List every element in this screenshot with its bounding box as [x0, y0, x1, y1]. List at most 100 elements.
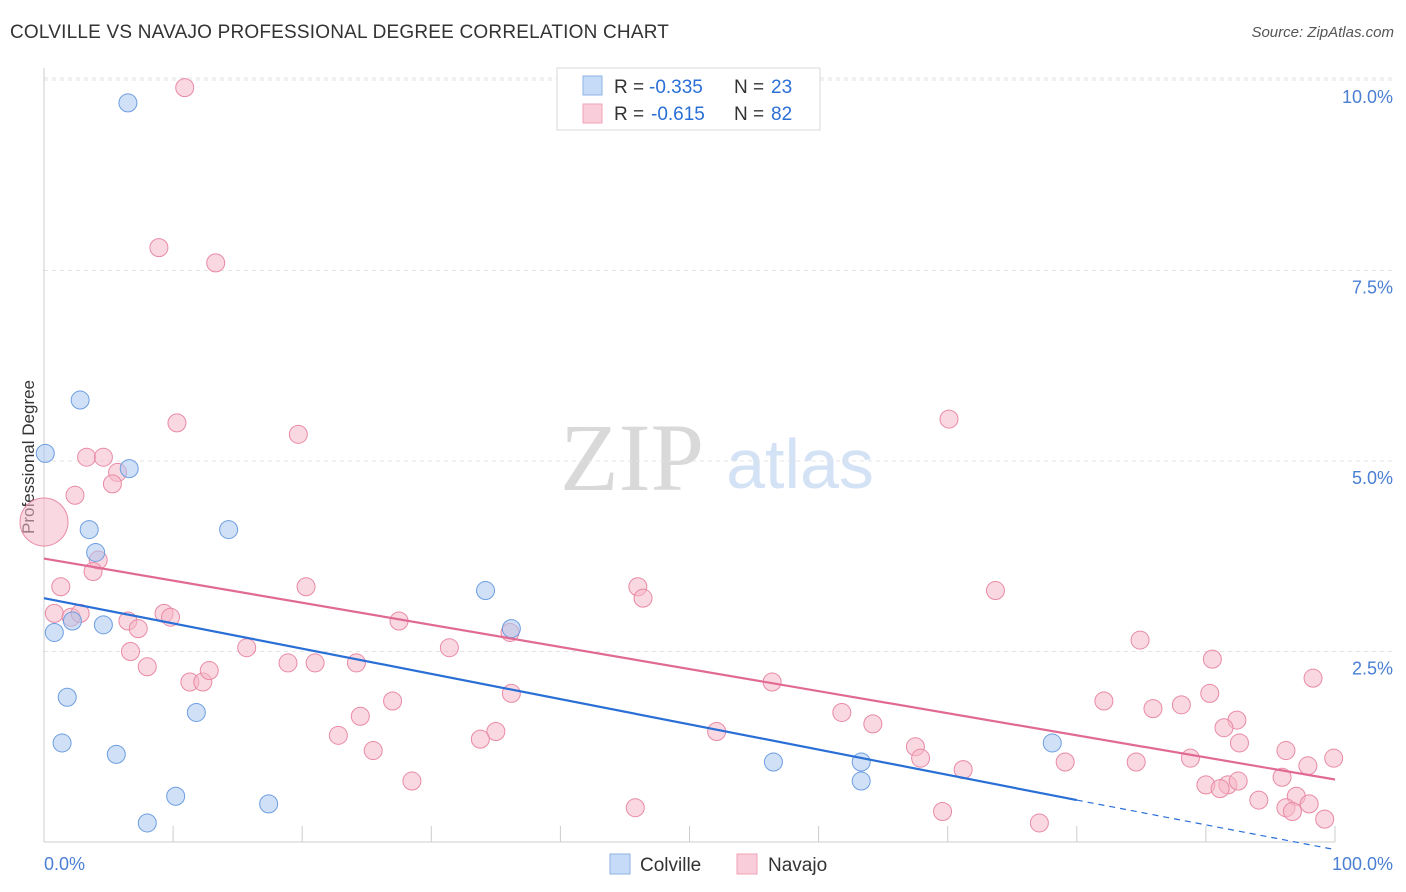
navajo-point	[199, 661, 219, 681]
source-label: Source: ZipAtlas.com	[1251, 24, 1394, 41]
navajo-point	[120, 642, 140, 661]
colville-trend-line	[43, 597, 1078, 802]
x-tick-label-max: 100.0%	[1332, 854, 1393, 874]
navajo-point	[1171, 695, 1191, 715]
navajo-point	[939, 409, 959, 429]
navajo-point	[933, 802, 953, 822]
navajo-point	[1276, 741, 1296, 761]
navajo-point	[1143, 699, 1163, 719]
gridlines	[44, 77, 1392, 652]
stats-legend: R = -0.335 N = 23 R = -0.615 N = 82	[556, 67, 821, 131]
legend-label-colville[interactable]: Colville	[640, 855, 701, 876]
stats-n-value-navajo: 82	[771, 104, 792, 125]
navajo-point	[863, 714, 883, 734]
stats-n-label-colville: N =	[734, 77, 764, 98]
y-tick-label: 2.5%	[1352, 659, 1393, 679]
navajo-point	[1249, 790, 1269, 810]
navajo-point	[832, 702, 852, 722]
legend-swatch-navajo[interactable]	[736, 853, 758, 875]
navajo-point	[102, 474, 122, 494]
y-tick-label: 7.5%	[1352, 278, 1393, 298]
navajo-point	[278, 653, 298, 673]
navajo-point	[350, 706, 370, 726]
series-legend: Colville Navajo	[609, 853, 827, 876]
navajo-point	[93, 447, 113, 467]
navajo-point	[383, 691, 403, 711]
navajo-points	[19, 78, 1344, 833]
navajo-point	[985, 581, 1005, 601]
stats-r-label-navajo: R =	[614, 104, 644, 125]
colville-point	[62, 611, 82, 631]
y-tick-label: 10.0%	[1342, 87, 1393, 107]
navajo-point	[470, 729, 490, 749]
navajo-point	[149, 238, 169, 258]
navajo-point	[288, 424, 308, 444]
colville-point	[86, 542, 106, 562]
colville-point	[219, 520, 239, 540]
navajo-point	[206, 253, 226, 273]
colville-point	[57, 687, 77, 707]
navajo-point	[1055, 752, 1075, 772]
navajo-point	[346, 653, 366, 673]
stats-n-label-navajo: N =	[734, 104, 764, 125]
stats-r-value-colville: -0.335	[649, 77, 703, 98]
navajo-point	[44, 603, 64, 623]
colville-point	[851, 771, 871, 791]
colville-points	[35, 93, 1062, 833]
navajo-point	[633, 588, 653, 608]
navajo-point	[175, 78, 195, 98]
colville-point	[70, 390, 90, 410]
stats-r-label-colville: R =	[614, 77, 644, 98]
chart-title: COLVILLE VS NAVAJO PROFESSIONAL DEGREE C…	[10, 22, 670, 43]
navajo-point	[439, 638, 459, 658]
navajo-point	[328, 725, 348, 745]
stats-n-value-colville: 23	[771, 77, 792, 98]
navajo-point	[305, 653, 325, 673]
navajo-point	[1126, 752, 1146, 772]
colville-point	[763, 752, 783, 772]
watermark-atlas: atlas	[726, 425, 874, 503]
legend-label-navajo[interactable]: Navajo	[768, 855, 827, 876]
colville-point	[137, 813, 157, 833]
colville-point	[501, 619, 521, 639]
stats-swatch-colville	[582, 75, 603, 96]
colville-point	[106, 744, 126, 764]
colville-point	[118, 93, 138, 113]
navajo-point	[486, 722, 506, 742]
navajo-point	[1282, 802, 1302, 822]
colville-point	[1042, 733, 1062, 753]
navajo-point	[167, 413, 187, 433]
navajo-point	[1202, 649, 1222, 669]
navajo-point	[1303, 668, 1323, 688]
legend-swatch-colville[interactable]	[609, 853, 631, 875]
navajo-point	[1229, 733, 1249, 753]
navajo-point	[1210, 779, 1230, 799]
x-tick-label-min: 0.0%	[44, 854, 85, 874]
colville-point	[166, 786, 186, 806]
navajo-point	[237, 638, 257, 658]
navajo-point	[501, 683, 521, 703]
colville-point	[119, 459, 139, 479]
colville-point	[44, 622, 64, 642]
navajo-point	[402, 771, 422, 791]
navajo-point	[19, 497, 69, 547]
navajo-point	[296, 577, 316, 597]
navajo-trend-line	[43, 557, 1336, 781]
stats-swatch-navajo	[582, 103, 603, 124]
colville-point	[79, 520, 99, 540]
navajo-point	[1180, 748, 1200, 768]
navajo-point	[1200, 683, 1220, 703]
stats-r-value-navajo: -0.615	[651, 104, 705, 125]
colville-point	[186, 702, 206, 722]
navajo-point	[51, 577, 71, 597]
y-axis-label: Professional Degree	[19, 380, 38, 534]
navajo-point	[1298, 756, 1318, 776]
y-tick-label: 5.0%	[1352, 468, 1393, 488]
navajo-point	[128, 619, 148, 639]
navajo-point	[1130, 630, 1150, 650]
colville-point	[52, 733, 72, 753]
x-axis-ticks	[43, 826, 1336, 842]
navajo-point	[1228, 771, 1248, 791]
y-tick-labels: 2.5% 5.0% 7.5% 10.0%	[1342, 87, 1393, 679]
